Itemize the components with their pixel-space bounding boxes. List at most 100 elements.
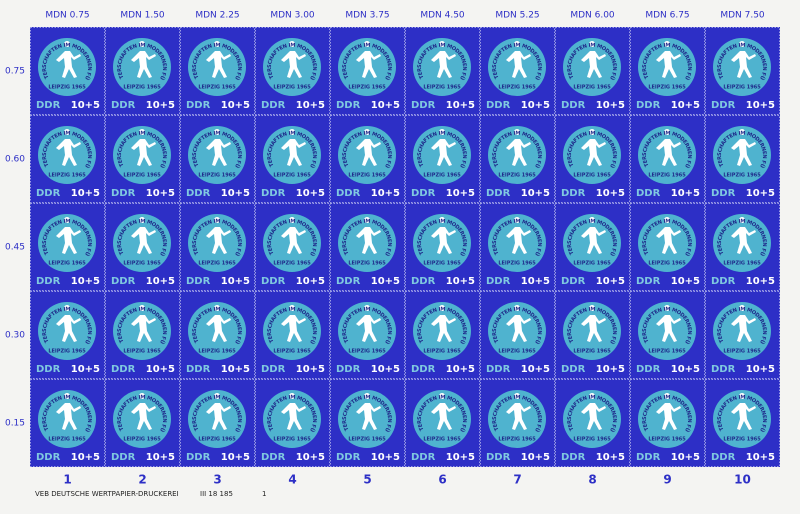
stamp: WELTMEISTERSCHAFTEN IM MODERNEN FÜNFKAMP… xyxy=(327,201,405,291)
stamp-country: DDR xyxy=(36,188,61,199)
city-year: LEIPZIG 1965 xyxy=(273,349,311,355)
stamp-country: DDR xyxy=(561,364,586,375)
fencer-figure xyxy=(506,41,531,78)
plate-number: 1 xyxy=(262,490,266,498)
stamp: WELTMEISTERSCHAFTEN IM MODERNEN FÜNFKAMP… xyxy=(102,201,180,291)
fencer-figure xyxy=(281,217,306,254)
city-year: LEIPZIG 1965 xyxy=(48,437,86,443)
city-year: LEIPZIG 1965 xyxy=(48,349,86,355)
fencer-figure xyxy=(656,217,681,254)
row-value: 0.45 xyxy=(5,243,25,253)
fencer-figure xyxy=(56,217,81,254)
stamp: WELTMEISTERSCHAFTEN IM MODERNEN FÜNFKAMP… xyxy=(102,289,180,379)
stamp-country: DDR xyxy=(186,276,211,287)
margin-price: MDN 0.75 xyxy=(45,11,89,21)
city-year: LEIPZIG 1965 xyxy=(123,437,161,443)
fencer-figure xyxy=(206,393,231,430)
stamp-denomination: 10+5 xyxy=(221,364,250,375)
margin-price: MDN 1.50 xyxy=(120,11,165,21)
city-year: LEIPZIG 1965 xyxy=(723,173,761,179)
stamp-denomination: 10+5 xyxy=(596,452,625,463)
stamp: WELTMEISTERSCHAFTEN IM MODERNEN FÜNFKAMP… xyxy=(27,289,105,379)
city-year: LEIPZIG 1965 xyxy=(648,437,686,443)
stamp-denomination: 10+5 xyxy=(146,452,175,463)
stamp-country: DDR xyxy=(111,188,136,199)
stamp-country: DDR xyxy=(261,188,286,199)
column-number: 8 xyxy=(588,473,596,487)
fencer-figure xyxy=(206,217,231,254)
stamp: WELTMEISTERSCHAFTEN IM MODERNEN FÜNFKAMP… xyxy=(477,201,555,291)
stamp-country: DDR xyxy=(336,188,361,199)
stamp-denomination: 10+5 xyxy=(746,100,775,111)
fencer-figure xyxy=(731,129,756,166)
stamp: WELTMEISTERSCHAFTEN IM MODERNEN FÜNFKAMP… xyxy=(252,25,330,115)
city-year: LEIPZIG 1965 xyxy=(723,437,761,443)
stamp: WELTMEISTERSCHAFTEN IM MODERNEN FÜNFKAMP… xyxy=(177,377,255,467)
fencer-figure xyxy=(731,393,756,430)
stamp-country: DDR xyxy=(636,276,661,287)
stamp-denomination: 10+5 xyxy=(71,364,100,375)
stamp-denomination: 10+5 xyxy=(296,452,325,463)
row-value: 0.60 xyxy=(5,155,25,165)
fencer-figure xyxy=(431,217,456,254)
fencer-figure xyxy=(356,305,381,342)
stamp: WELTMEISTERSCHAFTEN IM MODERNEN FÜNFKAMP… xyxy=(27,25,105,115)
stamp-country: DDR xyxy=(636,100,661,111)
stamp-country: DDR xyxy=(36,100,61,111)
column-number: 5 xyxy=(363,473,371,487)
stamp: WELTMEISTERSCHAFTEN IM MODERNEN FÜNFKAMP… xyxy=(702,113,780,203)
city-year: LEIPZIG 1965 xyxy=(273,437,311,443)
fencer-figure xyxy=(581,41,606,78)
city-year: LEIPZIG 1965 xyxy=(123,173,161,179)
stamp-denomination: 10+5 xyxy=(296,364,325,375)
city-year: LEIPZIG 1965 xyxy=(498,85,536,91)
stamp-denomination: 10+5 xyxy=(671,100,700,111)
stamp-country: DDR xyxy=(486,100,511,111)
city-year: LEIPZIG 1965 xyxy=(48,85,86,91)
stamp: WELTMEISTERSCHAFTEN IM MODERNEN FÜNFKAMP… xyxy=(177,201,255,291)
stamp-country: DDR xyxy=(186,364,211,375)
stamp: WELTMEISTERSCHAFTEN IM MODERNEN FÜNFKAMP… xyxy=(702,377,780,467)
fencer-figure xyxy=(356,129,381,166)
stamp-denomination: 10+5 xyxy=(521,364,550,375)
column-number: 2 xyxy=(138,473,146,487)
stamp-denomination: 10+5 xyxy=(371,100,400,111)
stamp-denomination: 10+5 xyxy=(446,100,475,111)
fencer-figure xyxy=(656,129,681,166)
city-year: LEIPZIG 1965 xyxy=(48,261,86,267)
city-year: LEIPZIG 1965 xyxy=(348,261,386,267)
fencer-figure xyxy=(131,393,156,430)
stamp-denomination: 10+5 xyxy=(746,364,775,375)
fencer-figure xyxy=(431,129,456,166)
fencer-figure xyxy=(581,129,606,166)
stamp: WELTMEISTERSCHAFTEN IM MODERNEN FÜNFKAMP… xyxy=(402,25,480,115)
stamp-country: DDR xyxy=(336,100,361,111)
stamp-denomination: 10+5 xyxy=(446,188,475,199)
fencer-figure xyxy=(131,305,156,342)
stamp-denomination: 10+5 xyxy=(671,452,700,463)
stamp: WELTMEISTERSCHAFTEN IM MODERNEN FÜNFKAMP… xyxy=(477,289,555,379)
stamp-country: DDR xyxy=(111,276,136,287)
stamp-denomination: 10+5 xyxy=(146,276,175,287)
city-year: LEIPZIG 1965 xyxy=(648,85,686,91)
stamp-country: DDR xyxy=(711,452,736,463)
stamp-denomination: 10+5 xyxy=(71,188,100,199)
stamp-denomination: 10+5 xyxy=(221,188,250,199)
stamp-denomination: 10+5 xyxy=(71,452,100,463)
fencer-figure xyxy=(356,217,381,254)
stamp: WELTMEISTERSCHAFTEN IM MODERNEN FÜNFKAMP… xyxy=(102,113,180,203)
fencer-figure xyxy=(731,217,756,254)
stamp-country: DDR xyxy=(36,276,61,287)
stamp: WELTMEISTERSCHAFTEN IM MODERNEN FÜNFKAMP… xyxy=(177,25,255,115)
stamp-denomination: 10+5 xyxy=(146,100,175,111)
fencer-figure xyxy=(656,393,681,430)
city-year: LEIPZIG 1965 xyxy=(573,349,611,355)
fencer-figure xyxy=(131,129,156,166)
stamp-country: DDR xyxy=(636,364,661,375)
stamp: WELTMEISTERSCHAFTEN IM MODERNEN FÜNFKAMP… xyxy=(27,113,105,203)
stamp-denomination: 10+5 xyxy=(296,100,325,111)
stamp-denomination: 10+5 xyxy=(746,188,775,199)
city-year: LEIPZIG 1965 xyxy=(198,85,236,91)
stamp: WELTMEISTERSCHAFTEN IM MODERNEN FÜNFKAMP… xyxy=(252,113,330,203)
city-year: LEIPZIG 1965 xyxy=(273,85,311,91)
